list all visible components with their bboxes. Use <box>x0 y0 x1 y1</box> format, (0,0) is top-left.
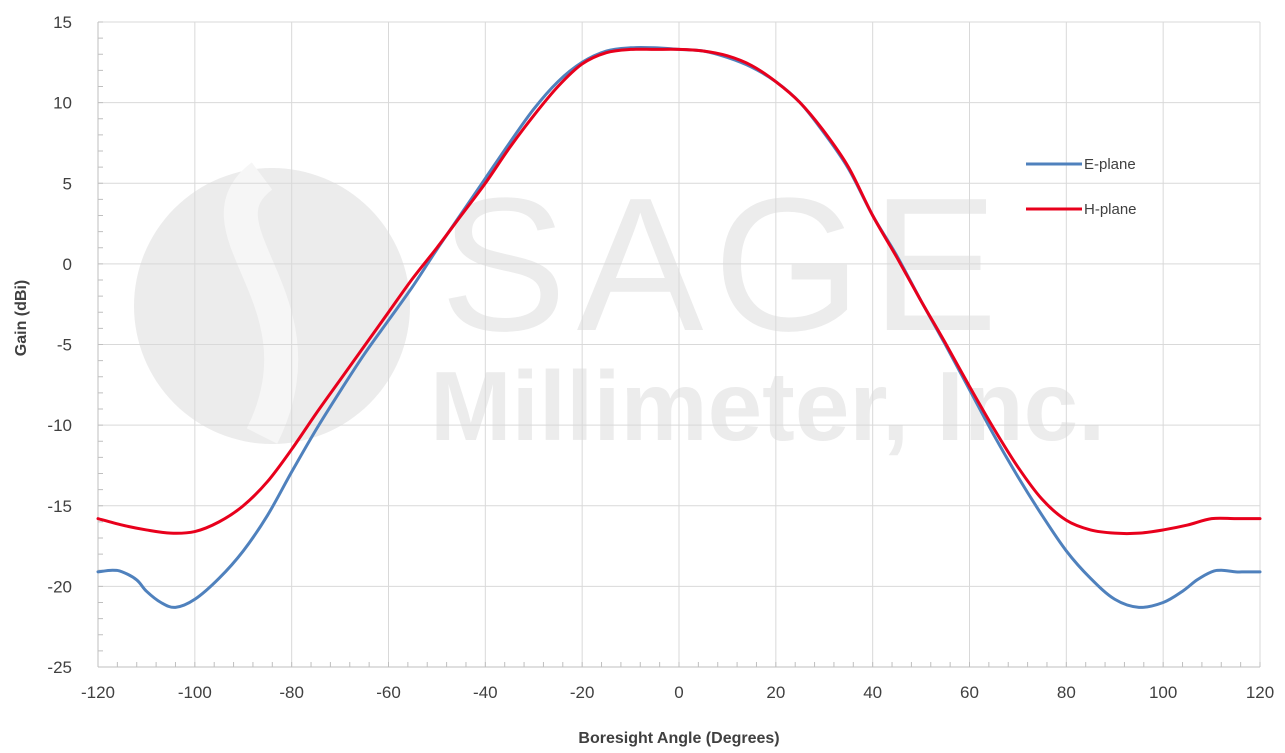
x-tick-label: 20 <box>766 683 785 702</box>
gridlines <box>98 21 1261 667</box>
watermark-text-sage: SAGE <box>440 159 1008 371</box>
x-tick-label: -40 <box>473 683 498 702</box>
y-tick-label: 15 <box>53 13 72 32</box>
watermark-logo-swoosh <box>223 162 299 444</box>
y-tick-label: -25 <box>47 658 72 677</box>
x-tick-label: -20 <box>570 683 595 702</box>
series-line-h-plane <box>96 47 1262 536</box>
y-tick-label: -20 <box>47 577 72 596</box>
y-tick-label: 5 <box>63 174 72 193</box>
x-tick-label: 0 <box>674 683 683 702</box>
y-tick-label: 0 <box>63 255 72 274</box>
y-tick-label: -15 <box>47 497 72 516</box>
legend-label-h-plane: H-plane <box>1084 201 1137 218</box>
x-tick-label: -60 <box>376 683 401 702</box>
x-tick-label: 60 <box>960 683 979 702</box>
series-lines <box>96 45 1262 609</box>
x-tick-label: 80 <box>1057 683 1076 702</box>
watermark-text-millimeter: Millimeter, Inc. <box>430 351 1105 461</box>
legend: E-plane H-plane <box>1026 156 1137 218</box>
x-tick-label: 120 <box>1246 683 1274 702</box>
axes: -120 -100 -80 -60 -40 -20 0 20 40 60 80 100 12015105… <box>47 13 1274 702</box>
x-axis-title: Boresight Angle (Degrees) <box>578 730 779 747</box>
x-tick-label: -80 <box>279 683 304 702</box>
y-tick-label: -10 <box>47 416 72 435</box>
y-axis-title: Gain (dBi) <box>13 280 30 356</box>
y-tick-label: -5 <box>57 336 72 355</box>
legend-label-e-plane: E-plane <box>1084 156 1136 173</box>
x-tick-label: -120 <box>81 683 115 702</box>
x-tick-label: 40 <box>863 683 882 702</box>
y-tick-label: 10 <box>53 94 72 113</box>
x-tick-label: -100 <box>178 683 212 702</box>
x-tick-label: 100 <box>1149 683 1177 702</box>
